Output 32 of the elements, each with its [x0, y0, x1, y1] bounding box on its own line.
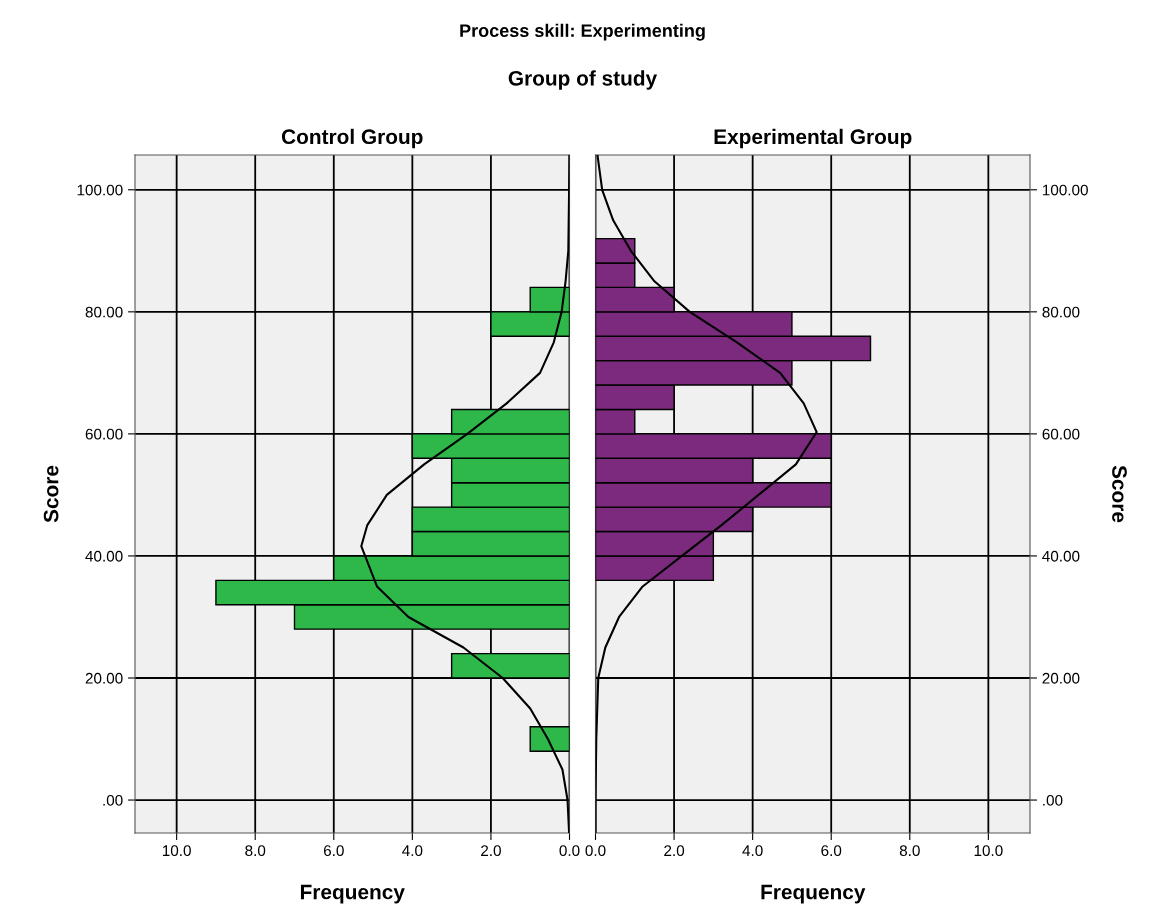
y-tick-label: 40.00 — [85, 550, 123, 562]
x-tick-label: 8.0 — [245, 845, 266, 857]
x-tick-label: 8.0 — [899, 845, 920, 857]
y-tick-label: 100.00 — [77, 184, 123, 196]
x-axis-title: Frequency — [300, 884, 405, 904]
y-tick-label: 20.00 — [85, 672, 123, 684]
y-tick-label: 80.00 — [85, 306, 123, 318]
x-tick-label: 2.0 — [481, 845, 501, 857]
y-tick-label: .00 — [103, 794, 123, 806]
y-tick-label: 60.00 — [85, 428, 123, 440]
x-tick-label: 4.0 — [742, 845, 763, 857]
y-axis-title: Score — [1112, 465, 1127, 523]
x-tick-label: 0.0 — [559, 845, 580, 857]
x-tick-label: 4.0 — [402, 845, 423, 857]
chart-title: Experimental Group — [714, 128, 912, 149]
y-tick-label: .00 — [1043, 794, 1063, 806]
y-axis-title: Score — [43, 465, 59, 523]
x-tick-label: 6.0 — [323, 845, 344, 857]
y-tick-label: 80.00 — [1042, 306, 1080, 318]
x-axis-title: Frequency — [761, 884, 866, 904]
text: Process skill: Experimenting — [460, 23, 705, 41]
x-tick-label: 6.0 — [821, 845, 842, 857]
y-tick-label: 40.00 — [1042, 550, 1080, 562]
chart-title: Control Group — [281, 128, 423, 149]
x-tick-label: 10.0 — [162, 845, 191, 857]
y-tick-label: 20.00 — [1042, 672, 1080, 684]
x-tick-label: 10.0 — [974, 845, 1003, 857]
x-tick-label: 2.0 — [664, 845, 685, 857]
y-tick-label: 100.00 — [1042, 184, 1088, 196]
text: Group of study — [508, 70, 658, 90]
x-tick-label: 0.0 — [585, 845, 606, 857]
y-tick-label: 60.00 — [1042, 428, 1080, 440]
